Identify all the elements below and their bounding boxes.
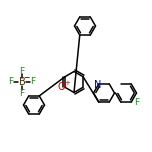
Text: F: F — [19, 88, 25, 97]
Text: F: F — [19, 67, 25, 76]
Text: O: O — [57, 82, 65, 92]
Text: F: F — [9, 78, 14, 86]
Text: B: B — [19, 77, 25, 87]
Text: N: N — [94, 80, 101, 90]
Text: F: F — [134, 98, 139, 107]
Text: F: F — [30, 78, 36, 86]
Text: −: − — [23, 74, 29, 83]
Text: +: + — [64, 80, 70, 86]
